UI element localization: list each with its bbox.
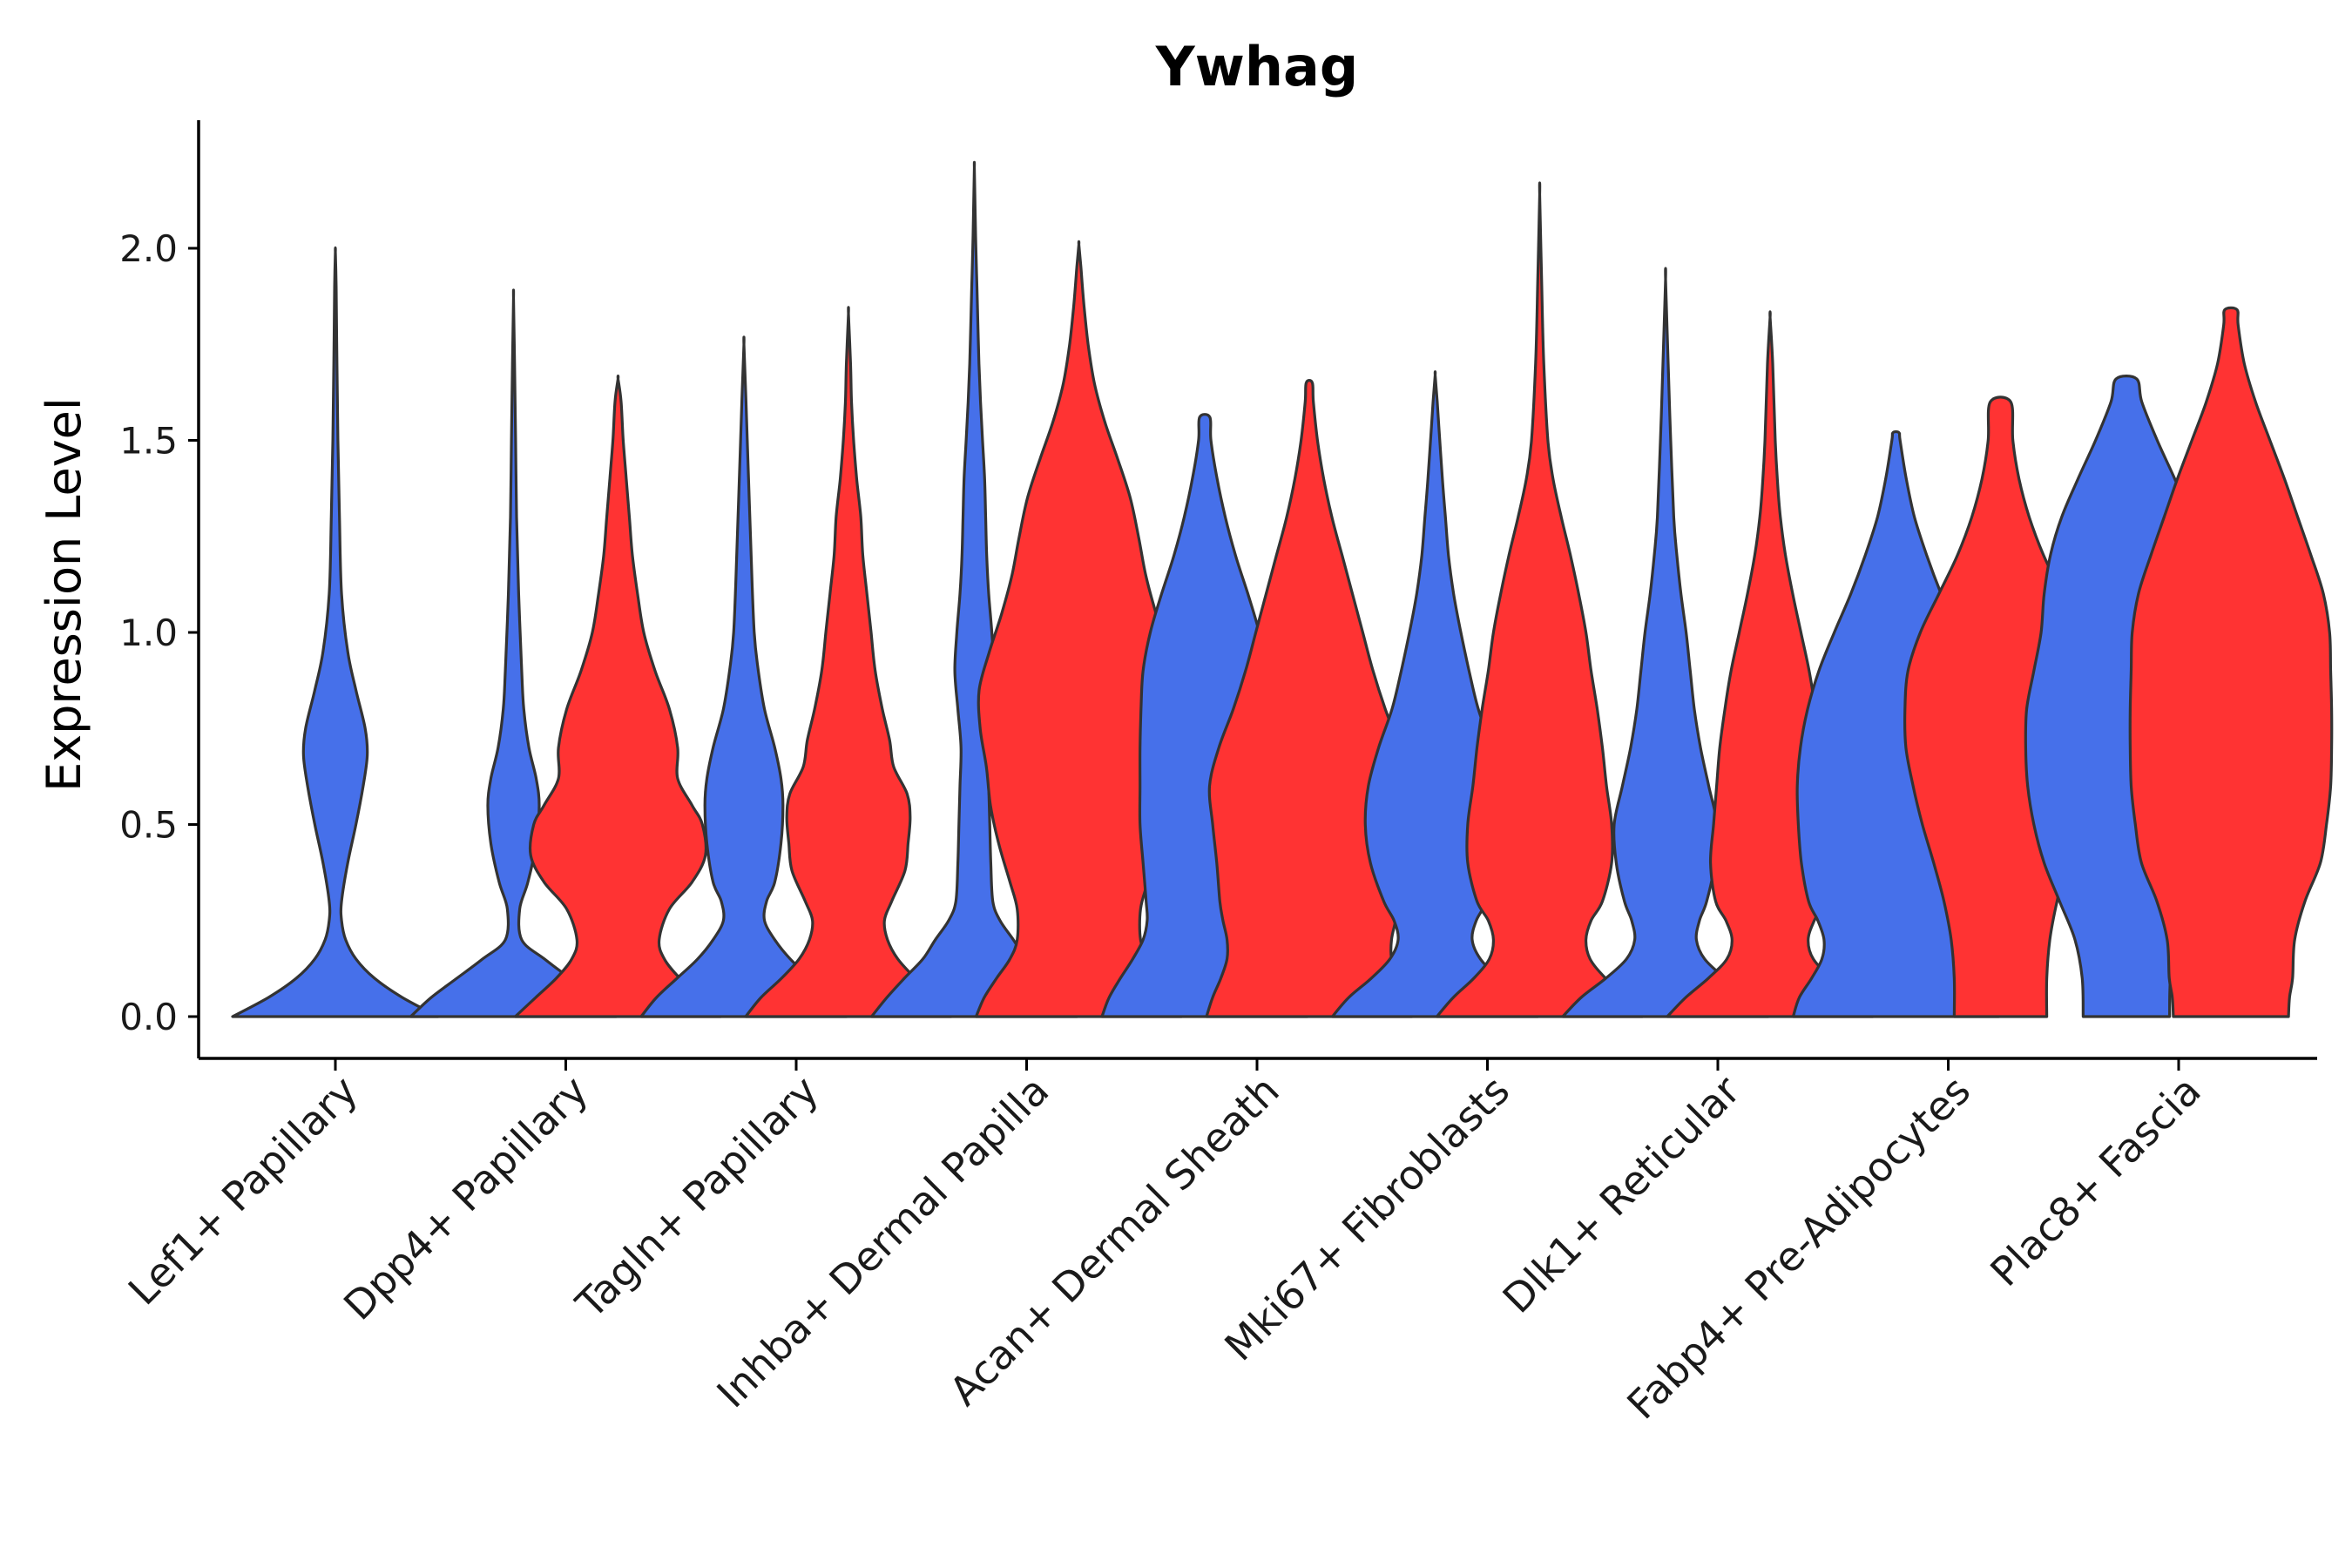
x-tick-label: Dlk1+ Reticular (1494, 1067, 1749, 1322)
y-tick-label: 0.5 (119, 804, 178, 847)
violin-mki67-fibroblasts-group2 (1435, 181, 1645, 1018)
y-tick-label: 1.5 (119, 420, 178, 463)
violin-tagln-papillary-group2 (744, 306, 953, 1018)
violin-dpp4-papillary-group1 (409, 288, 618, 1018)
y-axis-title: Expression Level (37, 397, 91, 792)
x-tick-label: Dpp4+ Papillary (335, 1067, 597, 1329)
y-tick-label: 2.0 (119, 227, 178, 270)
violin-lef1-papillary-group1 (231, 246, 440, 1018)
y-tick-label: 1.0 (119, 612, 178, 654)
violin-acan-dermal-sheath-group2 (1205, 379, 1414, 1018)
x-tick-label: Lef1+ Papillary (119, 1067, 367, 1315)
violin-plac8-fascia-group2 (2128, 306, 2334, 1018)
violins-layer (231, 160, 2334, 1018)
violin-dpp4-papillary-group2 (513, 375, 723, 1018)
chart-title: Ywhag (1155, 35, 1359, 98)
violin-tagln-papillary-group1 (639, 335, 848, 1018)
y-tick-label: 0.0 (119, 996, 178, 1038)
x-tick-label: Plac8+ Fascia (1981, 1067, 2209, 1295)
y-ticks-layer: 0.0 0.5 1.0 1.5 2.0 (119, 227, 199, 1038)
x-tick-label: Tagln+ Papillary (566, 1067, 828, 1328)
